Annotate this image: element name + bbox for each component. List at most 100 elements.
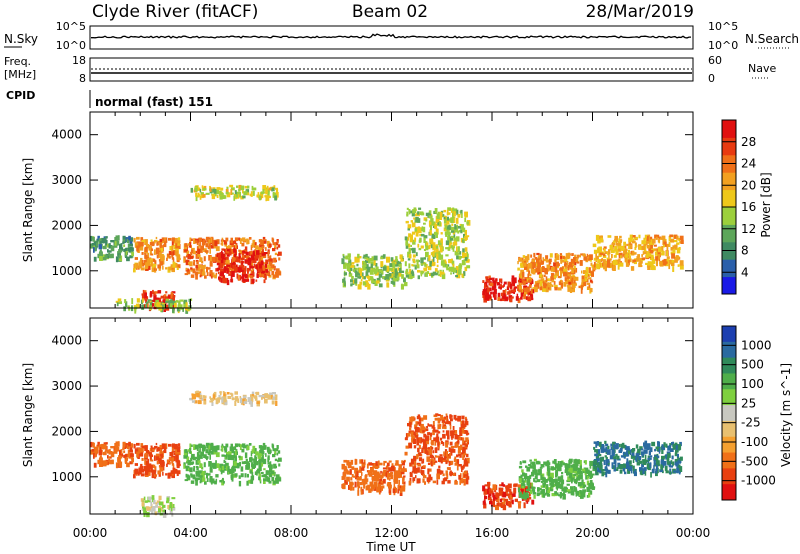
heatmap-cell [400,472,402,478]
colorbar-tick-label: 24 [741,157,756,171]
heatmap-cell [588,273,592,276]
heatmap-cell [139,451,144,457]
heatmap-cell [248,443,252,446]
heatmap-cell [211,462,216,468]
heatmap-cell [631,250,635,256]
heatmap-cell [437,417,441,424]
heatmap-cell [456,266,459,270]
heatmap-cell [431,440,434,446]
heatmap-cell [635,245,638,248]
heatmap-cell [537,487,540,492]
heatmap-cell [231,397,235,401]
heatmap-cell [485,276,489,279]
heatmap-cell [189,237,192,243]
heatmap-cell [464,472,469,476]
heatmap-cell [269,392,273,395]
heatmap-cell [195,250,197,254]
heatmap-cell [137,305,141,309]
heatmap-cell [427,468,430,475]
heatmap-cell [426,438,430,445]
heatmap-cell [272,448,276,452]
heatmap-cell [92,442,95,448]
heatmap-cell [649,447,653,453]
heatmap-cell [445,247,450,250]
heatmap-cell [343,459,347,463]
heatmap-cell [540,485,543,488]
heatmap-cell [363,264,367,267]
heatmap-cell [436,270,439,274]
heatmap-cell [663,250,665,256]
heatmap-cell [209,248,211,254]
heatmap-cell [454,226,457,230]
heatmap-cell [518,465,523,469]
heatmap-cell [118,249,122,254]
heatmap-cell [133,268,136,273]
heatmap-cell [160,247,164,252]
heatmap-cell [612,441,616,447]
heatmap-cell [155,442,158,446]
colorbar-tick-label: -1000 [741,474,776,488]
heatmap-cell [537,269,541,275]
heatmap-cell [190,274,195,278]
heatmap-cell [413,417,416,421]
heatmap-cell [137,241,141,248]
heatmap-cell [188,262,191,265]
heatmap-cell [263,240,267,244]
heatmap-cell [592,243,597,248]
heatmap-cell [168,250,172,256]
heatmap-cell [557,466,561,470]
heatmap-cell [629,254,631,260]
heatmap-cell [244,259,249,264]
heatmap-cell [136,451,139,458]
heatmap-cell [393,481,396,488]
heatmap-cell [641,245,646,251]
heatmap-cell [576,460,579,467]
heatmap-cell [197,460,201,464]
heatmap-cell [462,248,465,254]
nsky-label: N.Sky [4,32,38,46]
heatmap-cell [536,492,540,497]
heatmap-cell [122,447,125,450]
heatmap-cell [540,278,545,284]
heatmap-cell [575,257,579,263]
heatmap-cell [236,266,241,273]
heatmap-cell [208,449,211,454]
heatmap-cell [466,453,469,458]
heatmap-cell [348,271,351,274]
heatmap-cell [642,468,646,474]
heatmap-cell [460,477,463,484]
heatmap-cell [150,253,154,256]
heatmap-cell [565,277,569,284]
heatmap-cell [583,270,587,274]
colorbar-swatch [722,357,736,374]
heatmap-cell [456,441,460,444]
heatmap-cell [234,240,237,244]
heatmap-cell [162,509,165,513]
heatmap-cell [230,237,233,244]
heatmap-cell [445,254,449,257]
heatmap-cell [542,257,545,264]
heatmap-cell [232,264,235,269]
heatmap-cell [520,478,524,482]
heatmap-cell [239,461,241,467]
heatmap-cell [362,256,366,259]
heatmap-cell [171,445,174,452]
heatmap-cell [521,469,524,473]
heatmap-cell [169,505,173,511]
heatmap-cell [104,254,108,259]
heatmap-cell [564,277,567,281]
heatmap-cell [427,423,430,427]
heatmap-cell [437,240,442,246]
heatmap-cell [233,248,236,253]
heatmap-cell [675,255,679,261]
heatmap-cell [556,253,559,257]
heatmap-cell [242,398,246,401]
heatmap-cell [197,400,202,405]
heatmap-cell [90,441,93,448]
heatmap-cell [162,506,164,509]
heatmap-cell [220,258,224,264]
heatmap-cell [124,299,127,304]
heatmap-cell [273,471,276,477]
heatmap-cell [367,268,370,273]
